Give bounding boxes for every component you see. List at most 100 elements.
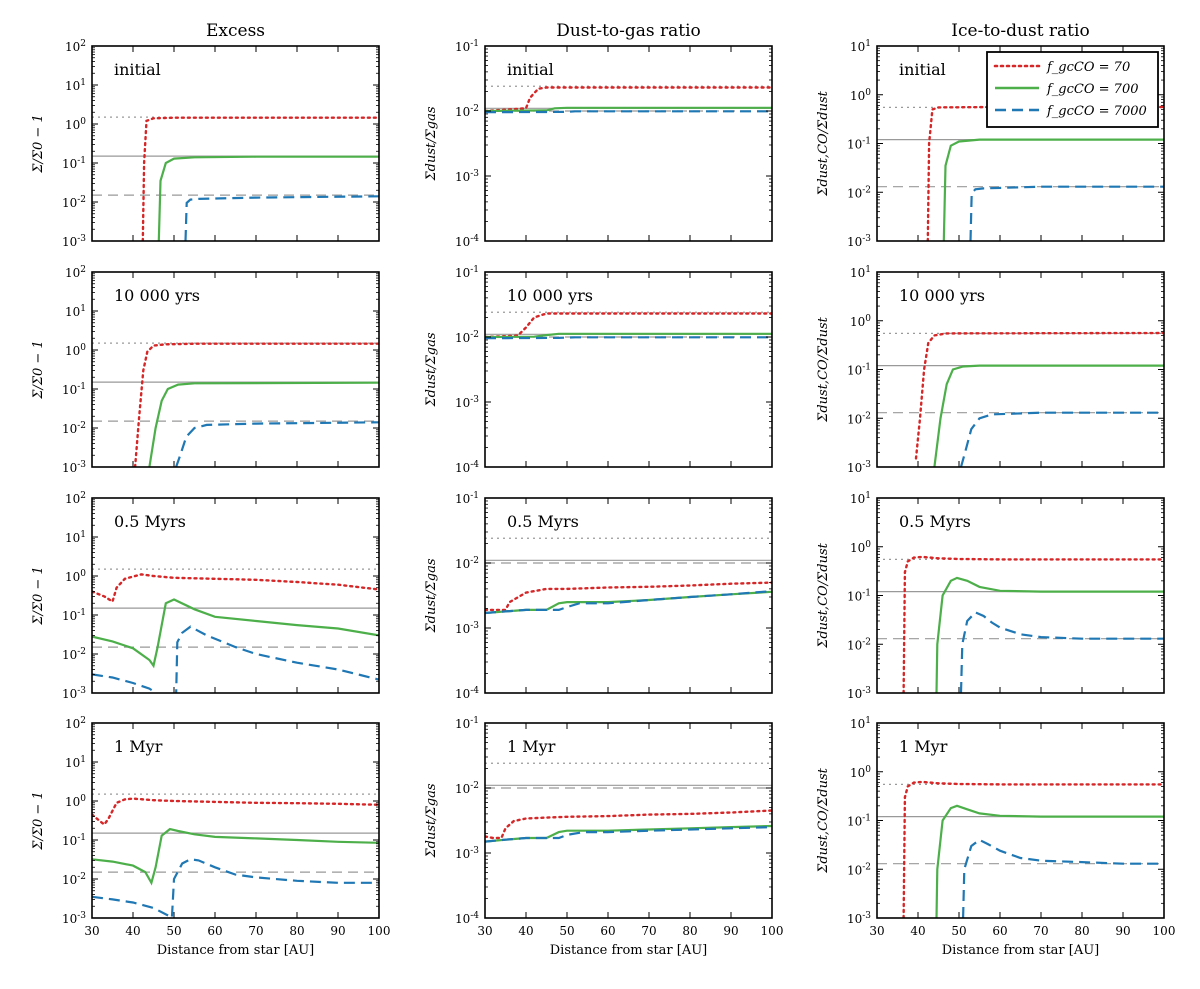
panel-r1-c2: 10-4 10-3 10-2 10-1 initial Σdust/Σgas — [424, 39, 773, 249]
series-line-dotted — [92, 573, 379, 604]
x-tick-label: 80 — [289, 924, 304, 938]
y-tick-label: 100 — [850, 88, 871, 103]
legend-box — [986, 51, 1159, 128]
y-tick-label: 100 — [850, 314, 871, 329]
column-title-2: Dust-to-gas ratio — [556, 21, 701, 41]
panel-frame — [484, 45, 773, 242]
series-line-dotted — [902, 555, 1164, 693]
x-tick-label: 70 — [1033, 924, 1048, 938]
y-tick-label: 10-3 — [847, 911, 871, 926]
panel-time-label: initial — [507, 60, 554, 79]
series-line-solid — [148, 381, 379, 467]
y-tick-label: 10-3 — [455, 621, 479, 636]
series-line-solid — [933, 364, 1164, 467]
y-tick-label: 10-4 — [455, 911, 479, 926]
x-tick-label: 70 — [641, 924, 656, 938]
series-line-dotted — [485, 581, 772, 612]
y-tick-label: 10-3 — [455, 395, 479, 410]
series-line-dotted — [485, 312, 772, 339]
x-tick-label: 90 — [330, 924, 345, 938]
series-line-dashed — [962, 838, 1164, 918]
y-tick-label: 10-2 — [847, 637, 871, 652]
x-tick-label: 70 — [248, 924, 263, 938]
x-tick-label: 50 — [559, 924, 574, 938]
series-line-solid — [92, 827, 379, 886]
legend-label: f_gcCO = 70 — [1046, 60, 1130, 75]
y-axis-label: Σ/Σ0 − 1 — [31, 566, 46, 625]
series-line-dashed — [485, 826, 772, 843]
y-tick-label: 10-1 — [455, 716, 479, 731]
y-tick-label: 10-4 — [455, 234, 479, 249]
x-tick-label: 100 — [761, 924, 784, 938]
y-tick-label: 100 — [65, 117, 86, 132]
legend-label: f_gcCO = 700 — [1046, 82, 1139, 97]
panel-r4-c1: 10-3 10-2 10-1 100 101 102 30 40 50 60 70 80 90 100 1 … — [31, 716, 390, 958]
y-tick-label: 10-3 — [62, 911, 86, 926]
y-tick-label: 10-1 — [847, 814, 871, 829]
y-axis-label: Σdust/Σgas — [424, 783, 439, 858]
y-tick-label: 10-1 — [455, 39, 479, 54]
x-tick-label: 40 — [125, 924, 140, 938]
series-line-dashed — [969, 185, 1164, 241]
x-tick-label: 100 — [1153, 924, 1176, 938]
panel-time-label: 10 000 yrs — [114, 286, 200, 305]
panel-time-label: 1 Myr — [114, 737, 163, 756]
x-tick-label: 40 — [910, 924, 925, 938]
panel-r2-c2: 10-4 10-3 10-2 10-1 10 000 yrs Σdust/Σgas — [424, 265, 773, 475]
y-tick-label: 10-1 — [455, 491, 479, 506]
y-tick-label: 10-4 — [455, 460, 479, 475]
panel-time-label: 10 000 yrs — [899, 286, 985, 305]
series-line-solid — [485, 106, 772, 113]
series-line-dashed — [92, 625, 379, 693]
y-tick-label: 10-2 — [62, 421, 86, 436]
y-tick-label: 10-2 — [847, 411, 871, 426]
x-tick-label: 90 — [1115, 924, 1130, 938]
series-line-dashed — [485, 336, 772, 340]
panel-time-label: 0.5 Myrs — [899, 512, 971, 531]
panel-r2-c1: 10-3 10-2 10-1 100 101 102 10 000 yrs Σ/Σ0 − 1 — [31, 265, 380, 475]
panel-frame — [91, 722, 380, 919]
x-tick-label: 80 — [1074, 924, 1089, 938]
x-axis-label: Distance from star [AU] — [550, 943, 708, 958]
y-tick-label: 100 — [850, 540, 871, 555]
y-tick-label: 101 — [850, 491, 871, 506]
y-tick-label: 102 — [65, 265, 86, 280]
y-tick-label: 10-1 — [847, 363, 871, 378]
x-tick-label: 90 — [723, 924, 738, 938]
y-tick-label: 10-3 — [847, 686, 871, 701]
series-line-dotted — [914, 331, 1164, 460]
panel-r4-c3: 10-3 10-2 10-1 100 101 30 40 50 60 70 80 90 100 1 Myr… — [816, 716, 1175, 958]
series-line-dotted — [92, 797, 379, 827]
y-tick-label: 101 — [65, 304, 86, 319]
y-axis-label: Σdust/Σgas — [424, 332, 439, 407]
panel-frame — [91, 45, 380, 242]
y-tick-label: 101 — [65, 530, 86, 545]
x-tick-label: 60 — [207, 924, 222, 938]
y-tick-label: 10-3 — [62, 234, 86, 249]
x-tick-label: 30 — [84, 924, 99, 938]
y-tick-label: 10-4 — [455, 686, 479, 701]
y-tick-label: 10-1 — [847, 589, 871, 604]
y-axis-label: Σ/Σ0 − 1 — [31, 791, 46, 850]
column-title-1: Excess — [206, 21, 265, 41]
y-tick-label: 10-2 — [455, 781, 479, 796]
panel-time-label: 0.5 Myrs — [114, 512, 186, 531]
y-tick-label: 10-1 — [62, 382, 86, 397]
y-tick-label: 10-1 — [455, 265, 479, 280]
y-tick-label: 10-3 — [847, 234, 871, 249]
x-axis-label: Distance from star [AU] — [157, 943, 315, 958]
panel-r3-c1: 10-3 10-2 10-1 100 101 102 0.5 Myrs Σ/Σ0 − 1 — [31, 491, 380, 701]
y-tick-label: 102 — [65, 491, 86, 506]
y-axis-label: Σdust/Σgas — [424, 558, 439, 633]
series-line-dotted — [133, 342, 379, 467]
y-tick-label: 10-3 — [455, 846, 479, 861]
y-tick-label: 10-2 — [847, 185, 871, 200]
y-tick-label: 100 — [65, 343, 86, 358]
panel-frame — [484, 271, 773, 468]
y-tick-label: 100 — [65, 569, 86, 584]
y-tick-label: 101 — [850, 716, 871, 731]
y-axis-label: Σdust,CO/Σdust — [816, 90, 831, 196]
series-line-dotted — [902, 780, 1164, 918]
panel-r2-c3: 10-3 10-2 10-1 100 101 10 000 yrs Σdust,CO/Σdu… — [816, 265, 1165, 475]
